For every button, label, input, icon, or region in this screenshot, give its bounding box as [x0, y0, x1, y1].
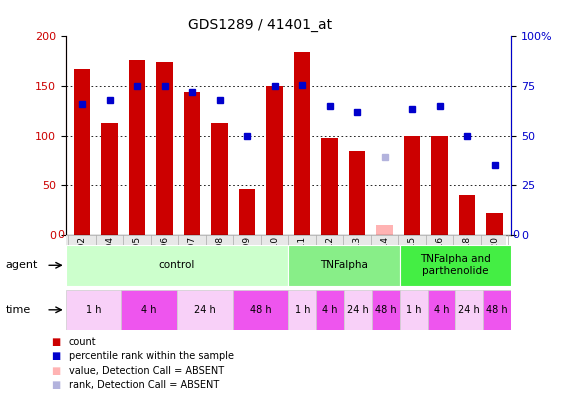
Bar — [288, 290, 316, 330]
Bar — [459, 195, 475, 235]
Bar — [400, 290, 428, 330]
Text: 24 h: 24 h — [194, 305, 216, 315]
Bar — [316, 290, 344, 330]
Text: 4 h: 4 h — [142, 305, 157, 315]
Text: ■: ■ — [51, 352, 61, 361]
Text: ■: ■ — [51, 366, 61, 375]
Text: ■: ■ — [51, 380, 61, 390]
Text: GSM47308: GSM47308 — [215, 236, 224, 285]
Bar — [288, 245, 400, 286]
Bar — [372, 290, 400, 330]
Text: 0: 0 — [512, 230, 520, 240]
Text: 48 h: 48 h — [250, 305, 271, 315]
Text: GSM47310: GSM47310 — [270, 236, 279, 285]
Text: 0: 0 — [57, 230, 65, 240]
Text: GSM47309: GSM47309 — [243, 236, 252, 285]
Text: GSM47320: GSM47320 — [490, 236, 499, 285]
Text: rank, Detection Call = ABSENT: rank, Detection Call = ABSENT — [69, 380, 219, 390]
Bar — [122, 290, 177, 330]
Bar — [400, 245, 511, 286]
Bar — [486, 213, 503, 235]
Text: GSM47304: GSM47304 — [105, 236, 114, 285]
Bar — [66, 290, 122, 330]
Text: GSM47316: GSM47316 — [435, 236, 444, 285]
Text: percentile rank within the sample: percentile rank within the sample — [69, 352, 234, 361]
Bar — [177, 290, 233, 330]
Bar — [184, 92, 200, 235]
Bar — [483, 290, 511, 330]
Text: GSM47313: GSM47313 — [352, 236, 361, 285]
Text: TNFalpha and
parthenolide: TNFalpha and parthenolide — [420, 254, 490, 276]
Bar — [294, 52, 311, 235]
Text: agent: agent — [6, 260, 38, 270]
Text: 1 h: 1 h — [295, 305, 310, 315]
Bar — [102, 123, 118, 235]
Text: GSM47306: GSM47306 — [160, 236, 169, 285]
Text: GSM47302: GSM47302 — [78, 236, 87, 285]
Text: 4 h: 4 h — [323, 305, 338, 315]
Bar — [428, 290, 456, 330]
Bar — [211, 123, 228, 235]
Bar — [74, 69, 90, 235]
Text: GSM47315: GSM47315 — [408, 236, 417, 285]
Text: ■: ■ — [51, 337, 61, 347]
Text: GSM47311: GSM47311 — [297, 236, 307, 285]
Text: GSM47305: GSM47305 — [132, 236, 142, 285]
Bar — [431, 136, 448, 235]
Text: GSM47318: GSM47318 — [463, 236, 472, 285]
Text: time: time — [6, 305, 31, 315]
Text: 48 h: 48 h — [486, 305, 508, 315]
Text: 24 h: 24 h — [459, 305, 480, 315]
Bar — [129, 60, 146, 235]
Bar — [239, 189, 255, 235]
Text: 1 h: 1 h — [406, 305, 421, 315]
Text: GSM47314: GSM47314 — [380, 236, 389, 285]
Text: 48 h: 48 h — [375, 305, 397, 315]
Text: control: control — [159, 260, 195, 270]
Bar — [66, 245, 288, 286]
Bar — [266, 86, 283, 235]
Text: 1 h: 1 h — [86, 305, 101, 315]
Text: value, Detection Call = ABSENT: value, Detection Call = ABSENT — [69, 366, 224, 375]
Text: GDS1289 / 41401_at: GDS1289 / 41401_at — [188, 18, 332, 32]
Bar — [233, 290, 288, 330]
Bar — [456, 290, 483, 330]
Bar — [349, 151, 365, 235]
Text: count: count — [69, 337, 96, 347]
Text: TNFalpha: TNFalpha — [320, 260, 368, 270]
Bar — [376, 225, 393, 235]
Text: 24 h: 24 h — [347, 305, 369, 315]
Text: GSM47307: GSM47307 — [188, 236, 196, 285]
Text: GSM47312: GSM47312 — [325, 236, 334, 285]
Bar — [156, 62, 173, 235]
Bar — [404, 136, 420, 235]
Bar — [321, 138, 338, 235]
Text: 4 h: 4 h — [434, 305, 449, 315]
Bar — [344, 290, 372, 330]
